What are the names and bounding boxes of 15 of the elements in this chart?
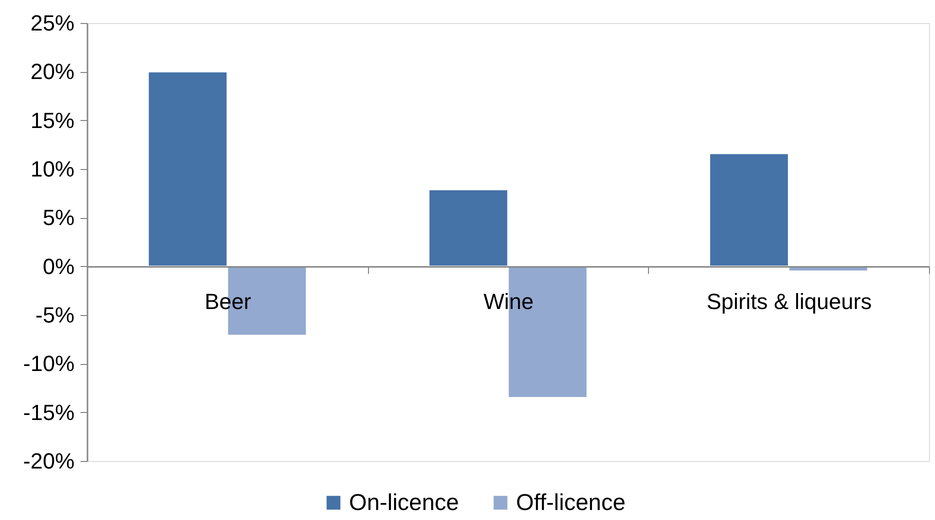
legend-label: Off-licence [516,488,626,515]
y-tick-label: -10% [23,351,74,376]
x-tick-label: Wine [483,288,534,314]
legend-label: On-licence [349,488,459,515]
y-tick-label: 20% [30,59,74,84]
y-tick-label: 15% [30,108,74,133]
x-tick-label: Spirits & liqueurs [706,288,872,314]
y-tick-label: -5% [35,302,74,328]
y-tick-label: -20% [23,448,74,474]
y-tick-label: 25% [30,10,74,36]
y-tick-label: -15% [23,400,74,425]
y-tick-label: 10% [30,156,74,182]
y-tick-label: 5% [42,205,74,230]
y-tick-label: 0% [42,254,74,279]
x-tick-label: Beer [204,288,252,314]
